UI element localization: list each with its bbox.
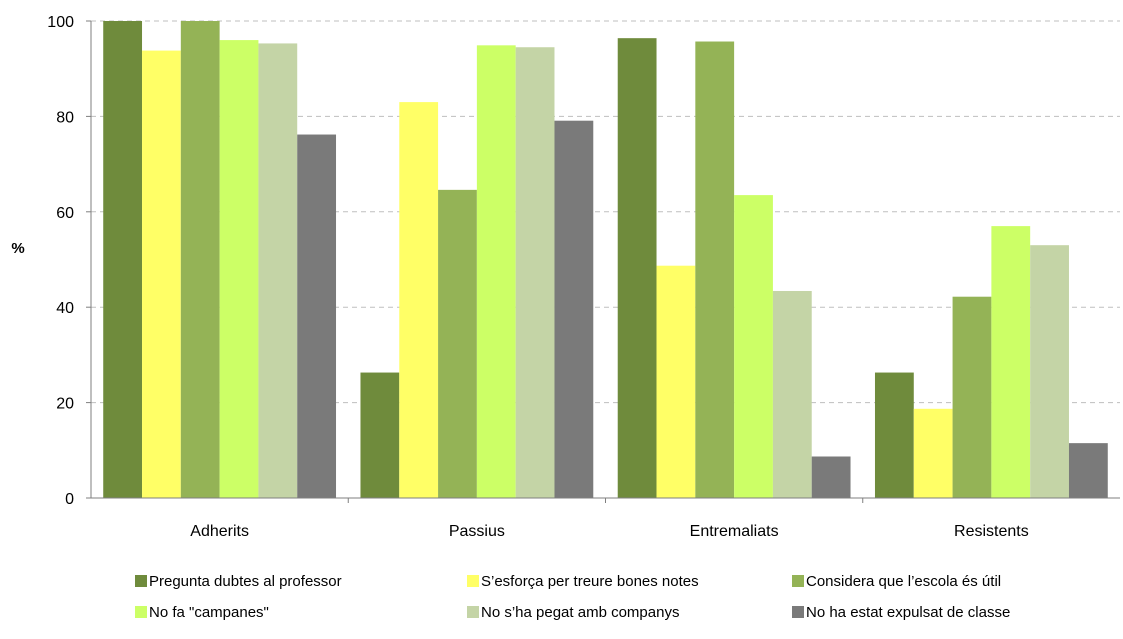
bar bbox=[772, 290, 812, 498]
y-tick-label: 0 bbox=[65, 491, 74, 508]
legend-label: Considera que l’escola és útil bbox=[806, 573, 1001, 590]
legend-label: S’esforça per treure bones notes bbox=[481, 573, 699, 590]
bar bbox=[811, 456, 851, 498]
category-label: Passius bbox=[449, 523, 505, 540]
category-labels: Adherits Passius Entremaliats Resistents bbox=[190, 523, 1028, 540]
bar bbox=[991, 226, 1031, 499]
legend-label: No fa "campanes" bbox=[149, 604, 269, 621]
legend-swatch bbox=[467, 606, 479, 618]
y-tick-label: 60 bbox=[56, 205, 74, 222]
bar bbox=[142, 50, 181, 498]
bar bbox=[219, 40, 259, 498]
y-tick-label: 40 bbox=[56, 300, 74, 317]
bar bbox=[297, 134, 337, 498]
bar bbox=[617, 38, 657, 499]
bar bbox=[874, 372, 914, 498]
legend-label: Pregunta dubtes al professor bbox=[149, 573, 342, 590]
legend: Pregunta dubtes al professor S’esforça pe… bbox=[135, 573, 1010, 621]
y-tick-labels: 0 20 40 60 80 100 bbox=[47, 14, 74, 508]
category-label: Resistents bbox=[954, 523, 1029, 540]
bar bbox=[554, 120, 594, 499]
y-axis-label: % bbox=[11, 240, 24, 257]
legend-swatch bbox=[135, 575, 147, 587]
legend-swatch bbox=[792, 575, 804, 587]
bar bbox=[695, 41, 735, 499]
y-tick-label: 100 bbox=[47, 14, 74, 31]
legend-label: No ha estat expulsat de classe bbox=[806, 604, 1010, 621]
category-label: Adherits bbox=[190, 523, 249, 540]
bar bbox=[399, 102, 439, 498]
legend-swatch bbox=[792, 606, 804, 618]
legend-swatch bbox=[135, 606, 147, 618]
y-tick-label: 20 bbox=[56, 396, 74, 413]
bar bbox=[1068, 443, 1108, 498]
bar bbox=[438, 189, 477, 498]
bar bbox=[476, 45, 516, 499]
bar bbox=[515, 47, 555, 499]
legend-label: No s’ha pegat amb companys bbox=[481, 604, 679, 621]
bar bbox=[258, 43, 298, 498]
bar bbox=[656, 265, 696, 498]
bar bbox=[180, 21, 220, 498]
bar bbox=[734, 195, 773, 499]
bar bbox=[360, 372, 400, 498]
legend-swatch bbox=[467, 575, 479, 587]
category-label: Entremaliats bbox=[690, 523, 779, 540]
y-tick-label: 80 bbox=[56, 109, 74, 126]
bars bbox=[103, 21, 1108, 499]
bar bbox=[1030, 245, 1069, 498]
axes bbox=[86, 20, 1120, 503]
bar bbox=[952, 296, 992, 498]
bar bbox=[103, 21, 143, 498]
bar bbox=[913, 408, 953, 498]
